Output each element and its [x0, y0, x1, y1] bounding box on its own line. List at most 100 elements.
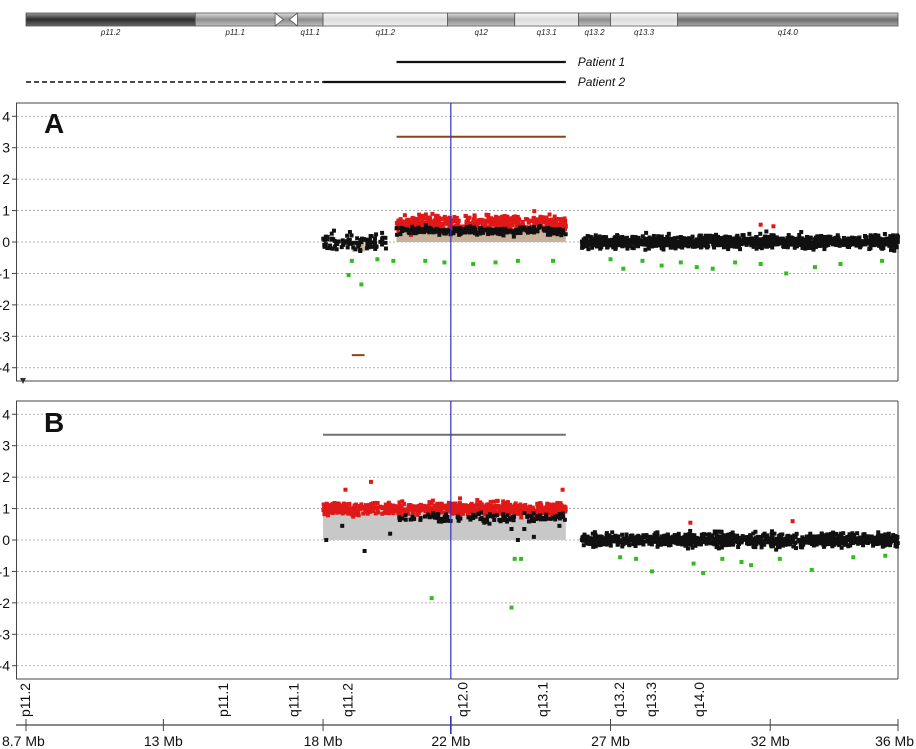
probe-point [822, 234, 827, 239]
probe-point [586, 247, 591, 252]
probe-point [683, 543, 688, 548]
probe-point [617, 238, 622, 243]
probe-point [358, 249, 363, 254]
probe-point [462, 506, 467, 511]
probe-point [344, 239, 349, 244]
probe-point [486, 216, 491, 221]
probe-point [339, 245, 344, 250]
probe-point [643, 247, 648, 252]
probe-point [373, 511, 378, 516]
probe-point [428, 229, 433, 234]
probe-point [766, 238, 771, 243]
probe-point [355, 240, 360, 245]
probe-point [726, 247, 731, 252]
probe-point [408, 221, 413, 226]
probe-point [850, 531, 855, 536]
probe-point [720, 539, 725, 544]
probe-point [807, 242, 812, 247]
probe-point [518, 225, 523, 230]
probe-point [610, 240, 615, 245]
probe-point [785, 243, 790, 248]
y-tick-label: 1 [2, 203, 10, 219]
probe-point [408, 507, 413, 512]
probe-point [423, 228, 428, 233]
probe-point [719, 545, 724, 550]
probe-point [686, 236, 691, 241]
probe-point [597, 244, 602, 249]
probe-point [631, 246, 636, 251]
y-tick-label: -2 [0, 595, 10, 611]
probe-point [450, 506, 455, 511]
probe-point [524, 227, 529, 232]
probe-point [802, 237, 807, 242]
probe-point [669, 241, 674, 246]
probe-point [824, 539, 829, 544]
probe-point [380, 242, 385, 247]
probe-point [789, 242, 794, 247]
probe-point [839, 534, 844, 539]
probe-point [711, 242, 716, 247]
probe-point [512, 219, 517, 224]
scroll-marker [20, 378, 26, 384]
probe-point [509, 216, 514, 221]
probe-point [777, 534, 782, 539]
probe-point [868, 243, 873, 248]
probe-point [544, 516, 549, 521]
probe-point [856, 239, 861, 244]
ideogram-band-label: q11.1 [301, 28, 320, 37]
probe-point [499, 226, 504, 231]
band-label: q14.0 [691, 682, 707, 717]
probe-point [554, 216, 559, 221]
probe-point [538, 513, 543, 518]
probe-point [412, 231, 417, 236]
ideogram-band [447, 12, 516, 27]
probe-point [717, 236, 722, 241]
probe-point [696, 538, 701, 543]
probe-point [666, 231, 671, 236]
probe-point [507, 218, 512, 223]
probe-point [823, 237, 828, 242]
probe-point [371, 240, 376, 245]
ideogram-band-label: q13.2 [585, 28, 606, 37]
probe-point [460, 511, 465, 516]
probe-point [458, 228, 463, 233]
probe-point [666, 241, 671, 246]
x-axis: 8.7 Mb 13 Mb 18 Mb 22 Mb 27 Mb 32 Mb 36 Mb [2, 719, 914, 749]
probe-point [437, 232, 442, 237]
probe-point [847, 537, 852, 542]
probe-point [370, 244, 375, 249]
probe-point [411, 507, 416, 512]
outlier-point [375, 257, 380, 262]
probe-point [545, 508, 550, 513]
probe-point [647, 541, 652, 546]
probe-point [435, 229, 440, 234]
probe-point [494, 504, 499, 509]
probe-point [469, 228, 474, 233]
probe-point [595, 538, 600, 543]
probe-point [601, 235, 606, 240]
probe-point [478, 510, 483, 515]
probe-point [391, 506, 396, 511]
probe-point [891, 233, 896, 238]
probe-point [763, 538, 768, 543]
probe-point [895, 234, 900, 239]
probe-point [662, 243, 667, 248]
probe-point [701, 535, 706, 540]
outlier-point [659, 263, 664, 268]
probe-point [587, 541, 592, 546]
probe-point [450, 219, 455, 224]
probe-point [626, 540, 631, 545]
outlier-point [758, 222, 763, 227]
probe-point [532, 209, 537, 214]
ideogram-band [677, 12, 899, 27]
probe-point [657, 536, 662, 541]
probe-point [443, 218, 448, 223]
probe-point [537, 505, 542, 510]
probe-point [428, 216, 433, 221]
probe-point [754, 235, 759, 240]
probe-point [654, 537, 659, 542]
probe-point [883, 532, 888, 537]
probe-point [744, 535, 749, 540]
probe-point [855, 537, 860, 542]
probe-point [400, 516, 405, 521]
